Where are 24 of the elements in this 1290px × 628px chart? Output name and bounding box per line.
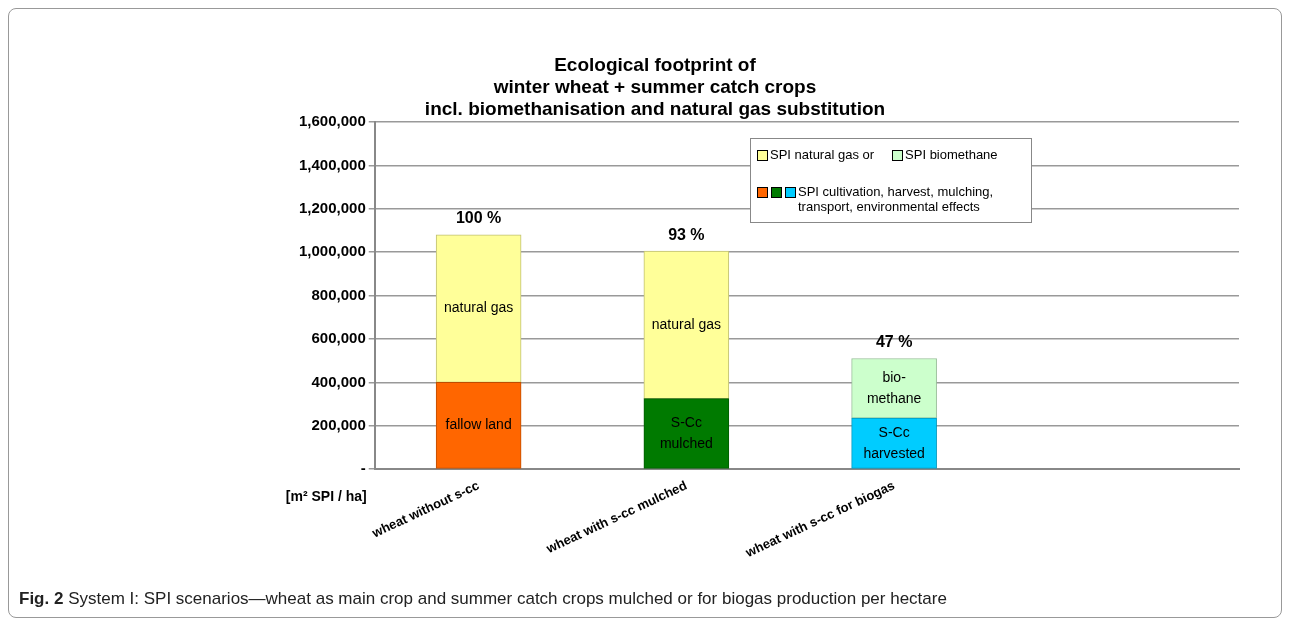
data-label: natural gas — [651, 315, 722, 332]
data-label: S-Cc mulched — [659, 413, 713, 451]
y-tick-label: 400,000 — [311, 372, 366, 390]
data-label: fallow land — [445, 416, 512, 433]
caption: Fig. 2 System I: SPI scenarios—wheat as main crop and summer catch crops mulched or for biogas production per hectare — [19, 589, 947, 609]
annotation: 47 % — [875, 332, 913, 350]
y-tick-label: 800,000 — [311, 285, 366, 303]
legend-label: SPI biomethane — [905, 147, 998, 162]
y-axis-title: [m² SPI / ha] — [285, 488, 367, 505]
y-tick-label: 200,000 — [311, 415, 366, 433]
y-tick-label: - — [360, 459, 366, 477]
data-label: S-Cc harvested — [863, 423, 925, 461]
y-tick-label: 1,400,000 — [299, 155, 366, 173]
y-tick-label: 1,200,000 — [299, 198, 366, 216]
data-label: natural gas — [443, 299, 514, 316]
y-tick-label: 1,600,000 — [299, 112, 366, 130]
y-tick-label: 600,000 — [311, 329, 366, 347]
legend-label: SPI cultivation, harvest, mulching, transport, environmental effects — [798, 184, 995, 214]
annotation: 93 % — [668, 225, 705, 243]
data-label: bio- methane — [866, 368, 922, 406]
annotation: 100 % — [455, 209, 502, 227]
chart-title: Ecological footprint of winter wheat + summer catch crops incl. biomethanisation and natural gas substitution — [424, 54, 886, 119]
legend-label: SPI natural gas or — [770, 147, 875, 162]
y-tick-label: 1,000,000 — [299, 242, 366, 260]
